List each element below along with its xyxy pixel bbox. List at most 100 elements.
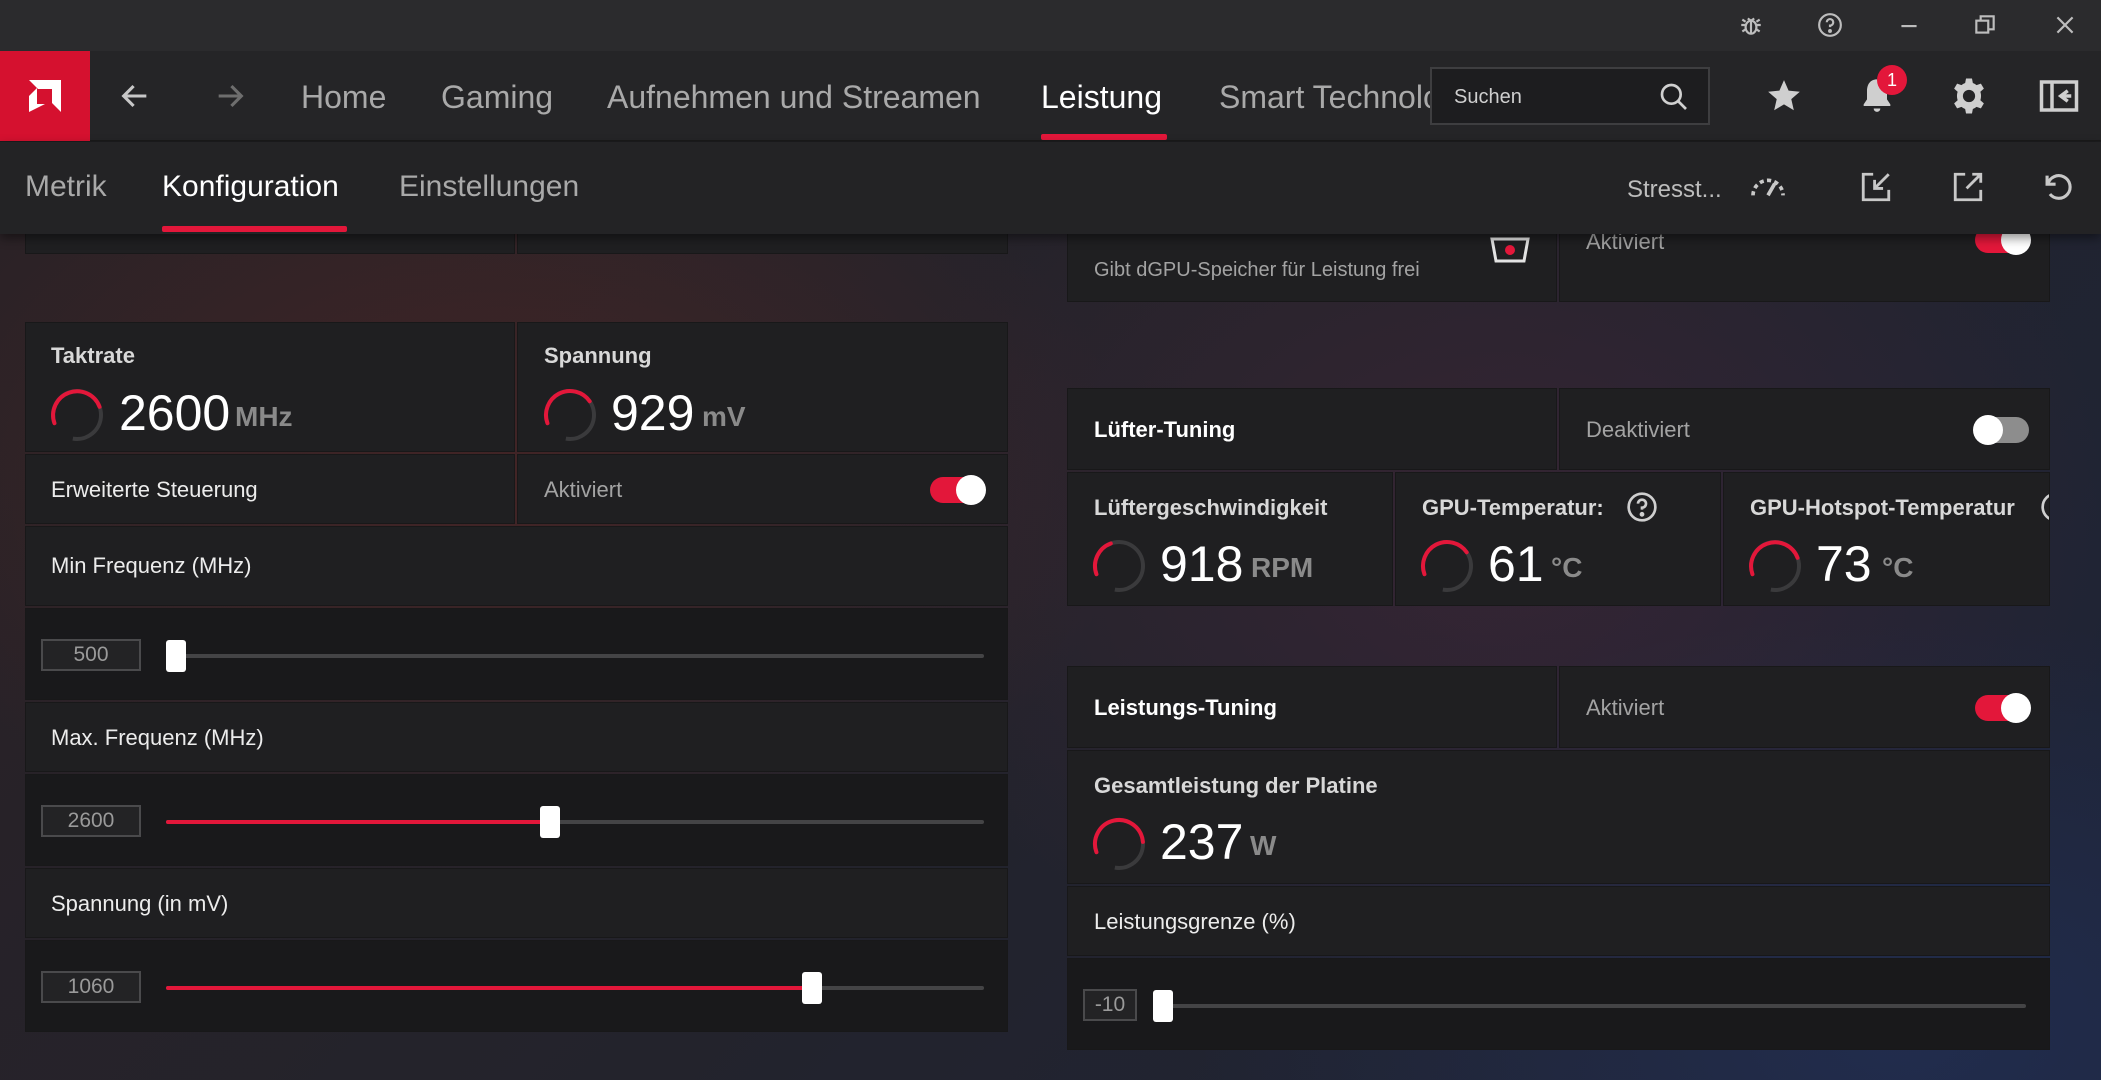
sub-navigation: Metrik Konfiguration Einstellungen Stres…: [0, 142, 2101, 234]
memory-state-panel: Aktiviert: [1559, 234, 2050, 302]
fan-tuning-label: Lüfter-Tuning: [1094, 417, 1236, 442]
forward-arrow-icon[interactable]: [207, 73, 253, 119]
max-frequency-thumb[interactable]: [540, 806, 561, 838]
gauge-fill: [1093, 818, 1145, 855]
voltage-value: 929: [611, 385, 695, 441]
back-arrow-icon[interactable]: [112, 73, 158, 119]
gpu-hotspot-temperature-value: 73: [1816, 536, 1872, 592]
clock-speed-unit: MHz: [235, 401, 293, 432]
gauge-fill: [1093, 541, 1113, 577]
min-frequency-slider-row: 500: [25, 608, 1008, 700]
fan-speed-gauge-icon: [1093, 540, 1145, 592]
amd-logo[interactable]: [0, 51, 90, 141]
bug-icon[interactable]: [1736, 10, 1766, 40]
memory-panel: Gibt dGPU-Speicher für Leistung frei: [1067, 234, 1557, 302]
tab-recording-streaming[interactable]: Aufnehmen und Streamen: [607, 79, 981, 115]
gpu-hotspot-gauge-icon: [1749, 540, 1801, 592]
clock-speed-label: Taktrate: [51, 343, 135, 368]
voltage-unit: mV: [702, 401, 746, 432]
fan-speed-value: 918: [1160, 536, 1244, 592]
max-frequency-input[interactable]: 2600: [41, 805, 141, 837]
tab-smart-technologies[interactable]: Smart Technologies: [1219, 79, 1430, 115]
tab-settings[interactable]: Einstellungen: [399, 170, 580, 203]
gauge-fill: [1749, 540, 1800, 577]
help-icon[interactable]: [2040, 491, 2050, 523]
close-icon[interactable]: [2050, 10, 2080, 40]
restore-icon[interactable]: [1970, 10, 2000, 40]
gpu-temperature-unit: °C: [1551, 552, 1583, 583]
advanced-control-toggle[interactable]: [930, 475, 986, 505]
fan-tuning-toggle[interactable]: [1973, 415, 2029, 445]
gpu-hotspot-temperature-label: GPU-Hotspot-Temperatur: [1750, 495, 2015, 520]
help-icon[interactable]: [1815, 10, 1845, 40]
gpu-temperature-label: GPU-Temperatur:: [1422, 495, 1604, 520]
help-icon[interactable]: [1626, 491, 1658, 523]
sidebar-toggle-icon[interactable]: [2034, 71, 2084, 121]
fan-tuning-state: Deaktiviert: [1586, 417, 1690, 442]
power-tuning-state: Aktiviert: [1586, 695, 1665, 720]
fan-speed-unit: RPM: [1251, 552, 1314, 583]
power-limit-thumb[interactable]: [1153, 990, 1173, 1022]
star-icon[interactable]: [1759, 71, 1809, 121]
tab-gaming[interactable]: Gaming: [441, 79, 554, 115]
max-frequency-header: Max. Frequenz (MHz): [25, 702, 1008, 772]
power-tuning-row: Leistungs-Tuning: [1067, 666, 1557, 748]
tab-smart-technologies-clip: Smart Technologies: [1195, 51, 1430, 141]
top-navigation: Home Gaming Aufnehmen und Streamen Leist…: [0, 51, 2101, 141]
memory-chip-icon: [1490, 237, 1530, 263]
voltage-slider-label: Spannung (in mV): [51, 891, 229, 916]
voltage-panel: Spannung 929 mV: [517, 322, 1008, 452]
power-limit-input[interactable]: -10: [1083, 989, 1137, 1021]
import-icon[interactable]: [1853, 164, 1899, 210]
power-limit-track[interactable]: [1163, 1004, 2026, 1008]
clock-speed-value: 2600: [119, 385, 231, 441]
memory-toggle[interactable]: [1975, 234, 2031, 255]
gpu-hotspot-temperature-unit: °C: [1882, 552, 1914, 583]
power-tuning-toggle[interactable]: [1975, 693, 2031, 723]
min-frequency-input[interactable]: 500: [41, 639, 141, 671]
power-tuning-toggle-row: Aktiviert: [1559, 666, 2050, 748]
tab-home[interactable]: Home: [301, 79, 387, 115]
stress-test-label[interactable]: Stresst...: [1627, 176, 1722, 203]
minimize-icon[interactable]: [1894, 10, 1924, 40]
voltage-gauge-icon: [544, 389, 596, 441]
voltage-slider-track[interactable]: [166, 986, 984, 990]
fan-tuning-row: Lüfter-Tuning: [1067, 388, 1557, 470]
advanced-control-row: Erweiterte Steuerung: [25, 454, 515, 524]
tab-configuration[interactable]: Konfiguration: [162, 170, 339, 203]
export-icon[interactable]: [1945, 164, 1991, 210]
power-tuning-label: Leistungs-Tuning: [1094, 695, 1277, 720]
search-icon[interactable]: [1658, 81, 1690, 113]
search-input[interactable]: [1454, 83, 1654, 111]
board-power-panel: Gesamtleistung der Platine 237 W: [1067, 750, 2050, 884]
gear-icon[interactable]: [1944, 71, 1994, 121]
reset-icon[interactable]: [2034, 164, 2080, 210]
gpu-temperature-panel: GPU-Temperatur: 61 °C: [1395, 472, 1721, 606]
voltage-slider-thumb[interactable]: [802, 972, 823, 1004]
clock-speed-panel: Taktrate 2600 MHz: [25, 322, 515, 452]
min-frequency-track[interactable]: [176, 654, 984, 658]
search-box[interactable]: [1430, 67, 1710, 125]
fan-speed-label: Lüftergeschwindigkeit: [1094, 495, 1328, 520]
min-frequency-thumb[interactable]: [166, 640, 186, 672]
fan-tuning-toggle-row: Deaktiviert: [1559, 388, 2050, 470]
title-bar: [0, 0, 2101, 51]
tab-performance[interactable]: Leistung: [1041, 79, 1162, 115]
gauge-fill: [1421, 540, 1469, 577]
notification-badge: 1: [1877, 65, 1907, 95]
active-tab-indicator: [1041, 134, 1167, 140]
fan-speed-panel: Lüftergeschwindigkeit 918 RPM: [1067, 472, 1393, 606]
max-frequency-label: Max. Frequenz (MHz): [51, 725, 264, 750]
board-power-gauge-icon: [1093, 818, 1145, 870]
board-power-unit: W: [1250, 830, 1277, 861]
tab-metrics[interactable]: Metrik: [25, 170, 107, 203]
gpu-temperature-gauge-icon: [1421, 540, 1473, 592]
max-frequency-track[interactable]: [166, 820, 984, 824]
speedometer-icon[interactable]: [1745, 164, 1791, 210]
gpu-temperature-value: 61: [1488, 536, 1544, 592]
voltage-slider-input[interactable]: 1060: [41, 971, 141, 1003]
power-limit-header: Leistungsgrenze (%): [1067, 886, 2050, 956]
cut-off-row-right: [517, 234, 1008, 254]
power-limit-slider-row: -10: [1067, 958, 2050, 1050]
memory-state: Aktiviert: [1586, 234, 1665, 254]
